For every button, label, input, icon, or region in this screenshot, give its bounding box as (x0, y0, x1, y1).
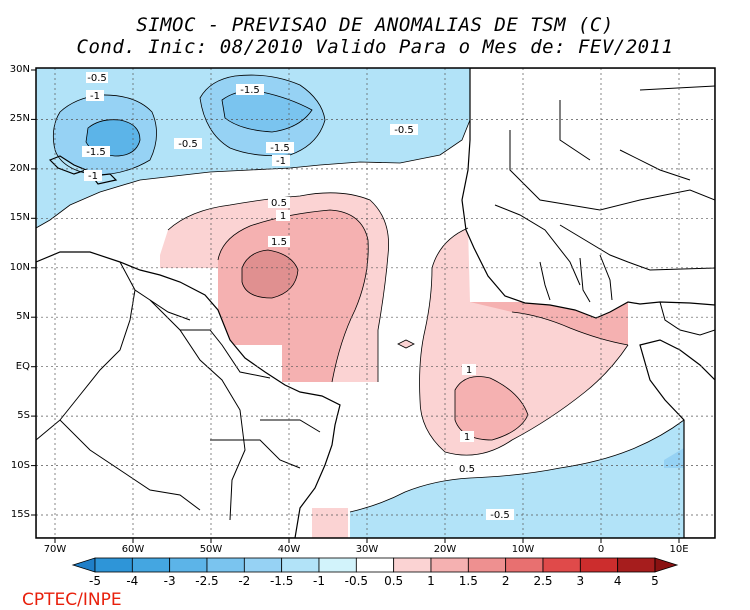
lat-label-10n: 10N (9, 262, 30, 273)
country-borders (36, 85, 715, 521)
lat-label-5s: 5S (17, 410, 30, 421)
colorbar-swatch (169, 557, 208, 573)
land-masses (36, 68, 715, 538)
contour-label: -1 (276, 156, 286, 167)
colorbar-swatch (71, 557, 96, 573)
colorbar-tick-label: 0.5 (384, 574, 404, 588)
lat-label-30n: 30N (9, 64, 30, 75)
credit-label: CPTEC/INPE (22, 590, 122, 610)
colorbar-tick-label: -2.5 (195, 574, 219, 588)
colorbar-swatch (355, 557, 395, 573)
colorbar-tick-label: -4 (126, 574, 139, 588)
colorbar-swatch (131, 557, 171, 573)
lon-label-50w: 50W (199, 544, 223, 555)
lat-label-20n: 20N (9, 163, 30, 174)
pos-anomaly-south (312, 508, 348, 538)
pos-anomaly-small (398, 340, 414, 348)
lat-label-10s: 10S (10, 460, 30, 471)
colorbar-tick-label: -2 (238, 574, 251, 588)
pos-anomaly-central-15 (242, 250, 298, 298)
colorbar-swatch (243, 557, 283, 573)
contour-value-labels: -0.5 -1 -1.5 -1 -0.5 -1.5 -1.5 -1 -0.5 0… (82, 72, 514, 521)
contour-label: 1 (464, 432, 470, 443)
colorbar (71, 557, 679, 573)
lat-label-eq: EQ (15, 361, 30, 372)
contour-label: -1.5 (86, 147, 106, 158)
contour-label: -1.5 (270, 143, 290, 154)
map-title-line2: Cond. Inic: 08/2010 Valido Para o Mes de… (76, 36, 674, 58)
lon-label-40w: 40W (277, 544, 301, 555)
neg-anomaly-north-15b (222, 91, 312, 132)
contour-label: -1 (90, 91, 100, 102)
colorbar-swatch (281, 557, 320, 573)
contour-label: -0.5 (490, 510, 510, 521)
neg-anomaly-south-05 (350, 420, 715, 538)
contour-label: 1 (280, 211, 286, 222)
lat-label-15s: 15S (10, 509, 30, 520)
central-africa (639, 339, 715, 538)
contour-label: -1.5 (240, 85, 260, 96)
colorbar-swatch (579, 557, 619, 573)
contour-label: 1.5 (271, 237, 287, 248)
colorbar-tick-label: -3 (163, 574, 176, 588)
contour-label: 0.5 (271, 198, 287, 209)
south-america (36, 251, 341, 538)
colorbar-tick-label: 2 (501, 574, 510, 588)
contour-label: 0.5 (459, 464, 475, 475)
colorbar-tick-label: 5 (651, 574, 659, 588)
map-frame (35, 67, 716, 539)
west-africa (461, 68, 715, 319)
lon-label-10e: 10E (669, 544, 689, 555)
colorbar-swatch (318, 557, 357, 573)
colorbar-tick-label: -1.5 (269, 574, 294, 588)
lon-label-20w: 20W (433, 544, 457, 555)
axis-ticks (31, 69, 680, 543)
colorbar-tick-label: -0.5 (344, 574, 369, 588)
contour-label: -0.5 (87, 73, 107, 84)
contour-label: -0.5 (394, 125, 414, 136)
lon-label-30w: 30W (355, 544, 379, 555)
colorbar-swatch (542, 557, 581, 573)
colorbar-swatch (654, 557, 679, 573)
colorbar-swatch (617, 557, 656, 573)
colorbar-tick-label: 4 (613, 574, 622, 588)
contour-label: -0.5 (178, 139, 198, 150)
colorbar-tick-label: -5 (89, 574, 101, 588)
lat-label-25n: 25N (9, 113, 30, 124)
lon-label-10w: 10W (511, 544, 535, 555)
lat-label-5n: 5N (16, 311, 30, 322)
colorbar-tick-label: -1 (313, 574, 325, 588)
map-title-line1: SIMOC - PREVISAO DE ANOMALIAS DE TSM (C) (136, 14, 614, 36)
colorbar-swatch (505, 557, 544, 573)
contour-label: 1 (466, 365, 472, 376)
grid-lines (36, 68, 715, 538)
colorbar-tick-label: 2.5 (533, 574, 553, 588)
lon-label-0: 0 (597, 544, 605, 555)
colorbar-swatch (467, 557, 507, 573)
colorbar-swatch (430, 557, 469, 573)
colorbar-swatch (206, 557, 245, 573)
colorbar-tick-label: 1 (427, 574, 435, 588)
colorbar-swatch (94, 557, 133, 573)
colorbar-swatch (393, 557, 432, 573)
pos-anomaly-east-1 (455, 376, 528, 440)
colorbar-tick-label: 3 (576, 574, 585, 588)
lon-label-60w: 60W (121, 544, 145, 555)
lon-label-70w: 70W (43, 544, 67, 555)
lat-label-15n: 15N (9, 212, 30, 223)
contour-label: -1 (88, 171, 98, 182)
colorbar-tick-label: 1.5 (458, 574, 478, 588)
